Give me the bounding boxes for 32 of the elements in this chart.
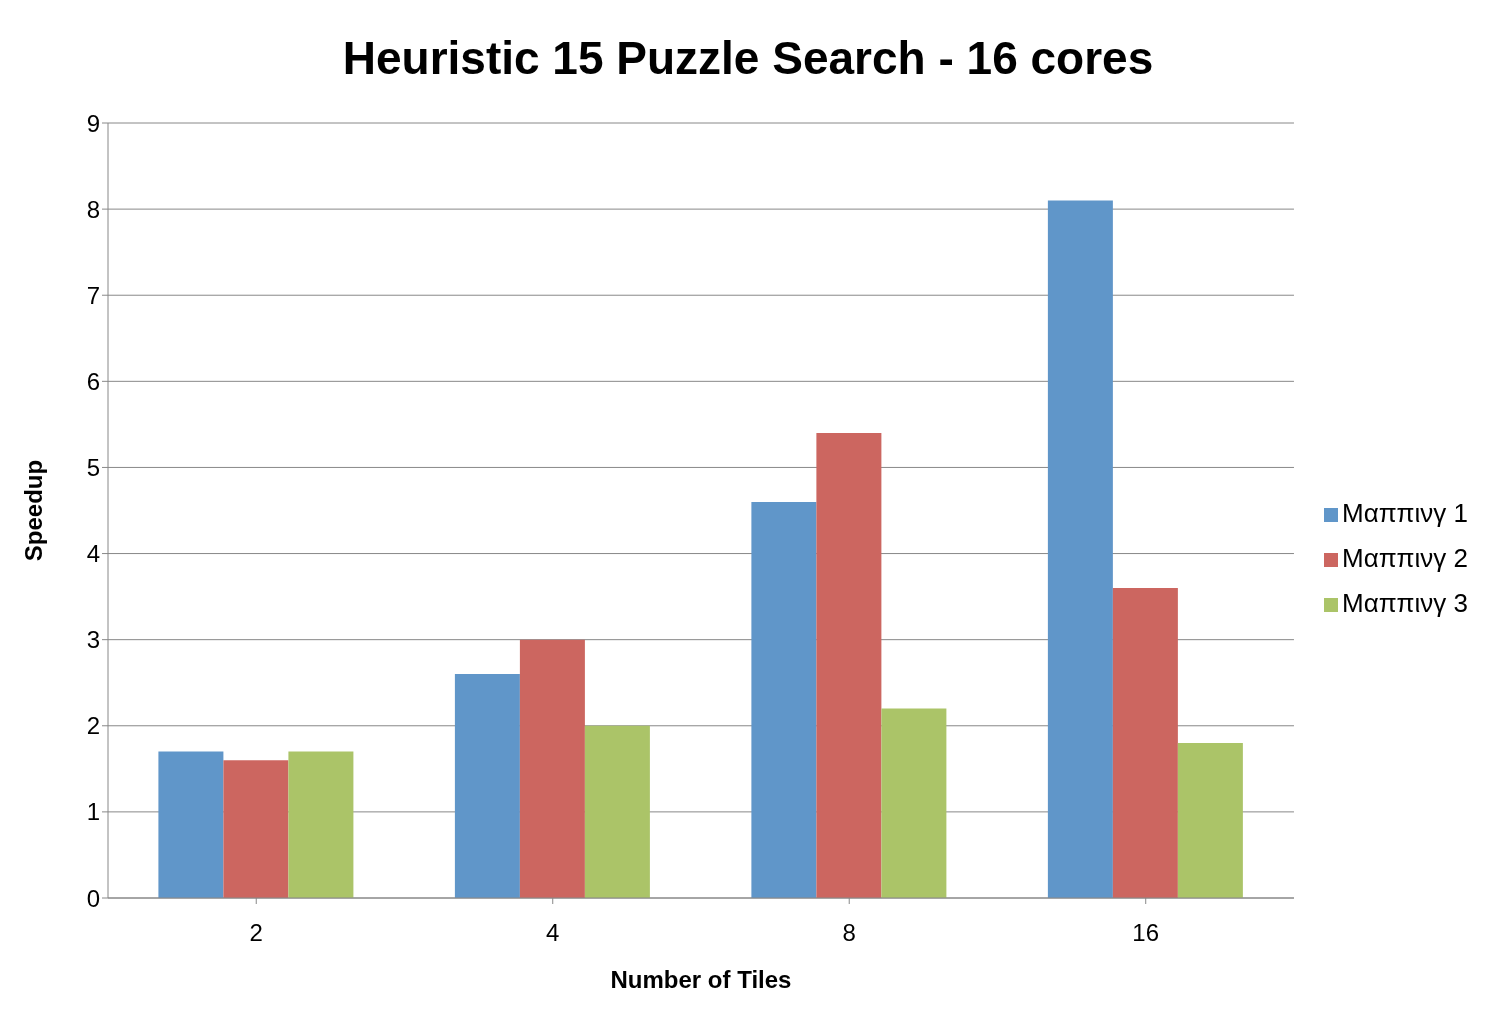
y-tick-label: 9 [86,109,100,137]
y-tick-label: 0 [86,884,100,912]
bar [519,639,585,898]
bar [816,433,882,898]
legend-label: Μαππινγ 3 [1341,587,1468,618]
y-tick-label: 3 [86,626,100,654]
bar [1047,200,1113,898]
chart-title: Heuristic 15 Puzzle Search - 16 cores [341,31,1155,86]
x-tick-label: 16 [1132,919,1160,947]
bar [158,751,224,898]
y-tick-label: 5 [86,453,100,481]
bar [881,708,947,898]
x-tick-label: 4 [546,919,560,947]
y-tick-label: 6 [86,367,100,395]
bar [223,760,289,898]
legend-label: Μαππινγ 1 [1341,497,1468,528]
bar [454,674,520,898]
y-tick-label: 8 [86,195,100,223]
y-tick-label: 7 [86,281,100,309]
x-axis-title: Number of Tiles [610,966,792,993]
bar [1112,588,1178,898]
bar [288,751,354,898]
y-tick-label: 2 [86,712,100,740]
x-tick-label: 2 [249,919,263,947]
y-tick-label: 1 [86,798,100,826]
x-tick-label: 8 [842,919,856,947]
bar [751,501,817,898]
y-tick-label: 4 [86,540,100,568]
bar [584,725,650,898]
y-axis-title: Speedup [19,459,47,562]
legend-label: Μαππινγ 2 [1341,542,1468,573]
bar [1177,743,1243,898]
